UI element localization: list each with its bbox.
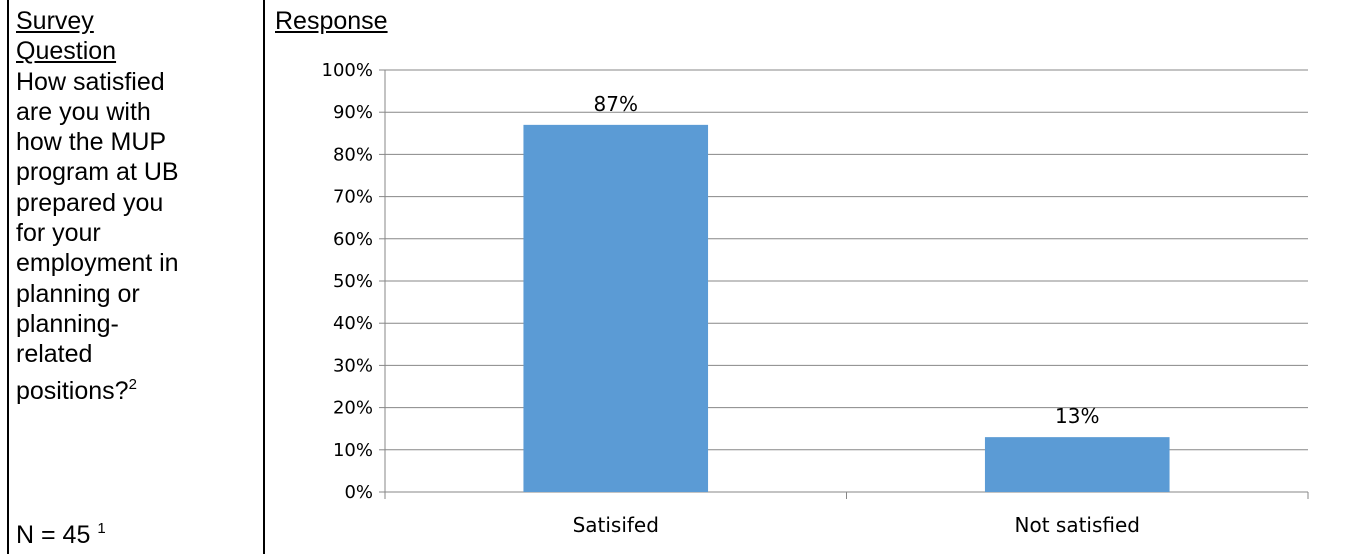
- bar: [523, 124, 709, 493]
- y-tick-label: 10%: [333, 440, 373, 461]
- bar: [984, 437, 1170, 492]
- y-tick-label: 20%: [333, 398, 373, 419]
- y-tick-label: 30%: [333, 355, 373, 376]
- question-header-line1: Survey: [16, 7, 94, 35]
- y-tick-label: 50%: [333, 271, 373, 292]
- y-tick-label: 70%: [333, 187, 373, 208]
- table-left-border: [7, 0, 9, 554]
- sample-size-label: N = 45: [16, 521, 91, 549]
- question-body: How satisfied are you with how the MUP p…: [16, 67, 179, 405]
- question-footnote-marker: 2: [128, 375, 137, 393]
- y-tick-label: 60%: [333, 229, 373, 250]
- response-header: Response: [275, 7, 388, 35]
- y-tick-label: 90%: [333, 102, 373, 123]
- y-tick-label: 80%: [333, 144, 373, 165]
- data-label: 13%: [1055, 404, 1099, 428]
- y-tick-label: 0%: [344, 482, 373, 503]
- category-label: Satisifed: [573, 513, 659, 537]
- y-tick-label: 40%: [333, 313, 373, 334]
- question-header: Survey Question: [16, 6, 256, 67]
- question-header-line2: Question: [16, 37, 117, 66]
- question-column: Survey Question How satisfied are you wi…: [16, 6, 256, 406]
- table-column-divider: [263, 0, 265, 554]
- data-label: 87%: [594, 92, 638, 116]
- sample-size-footnote-marker: 1: [97, 520, 106, 537]
- sample-size: N = 45 1: [16, 514, 106, 550]
- y-tick-label: 100%: [322, 60, 373, 81]
- category-label: Not satisfied: [1015, 513, 1141, 537]
- question-text: How satisfied are you with how the MUP p…: [16, 67, 256, 406]
